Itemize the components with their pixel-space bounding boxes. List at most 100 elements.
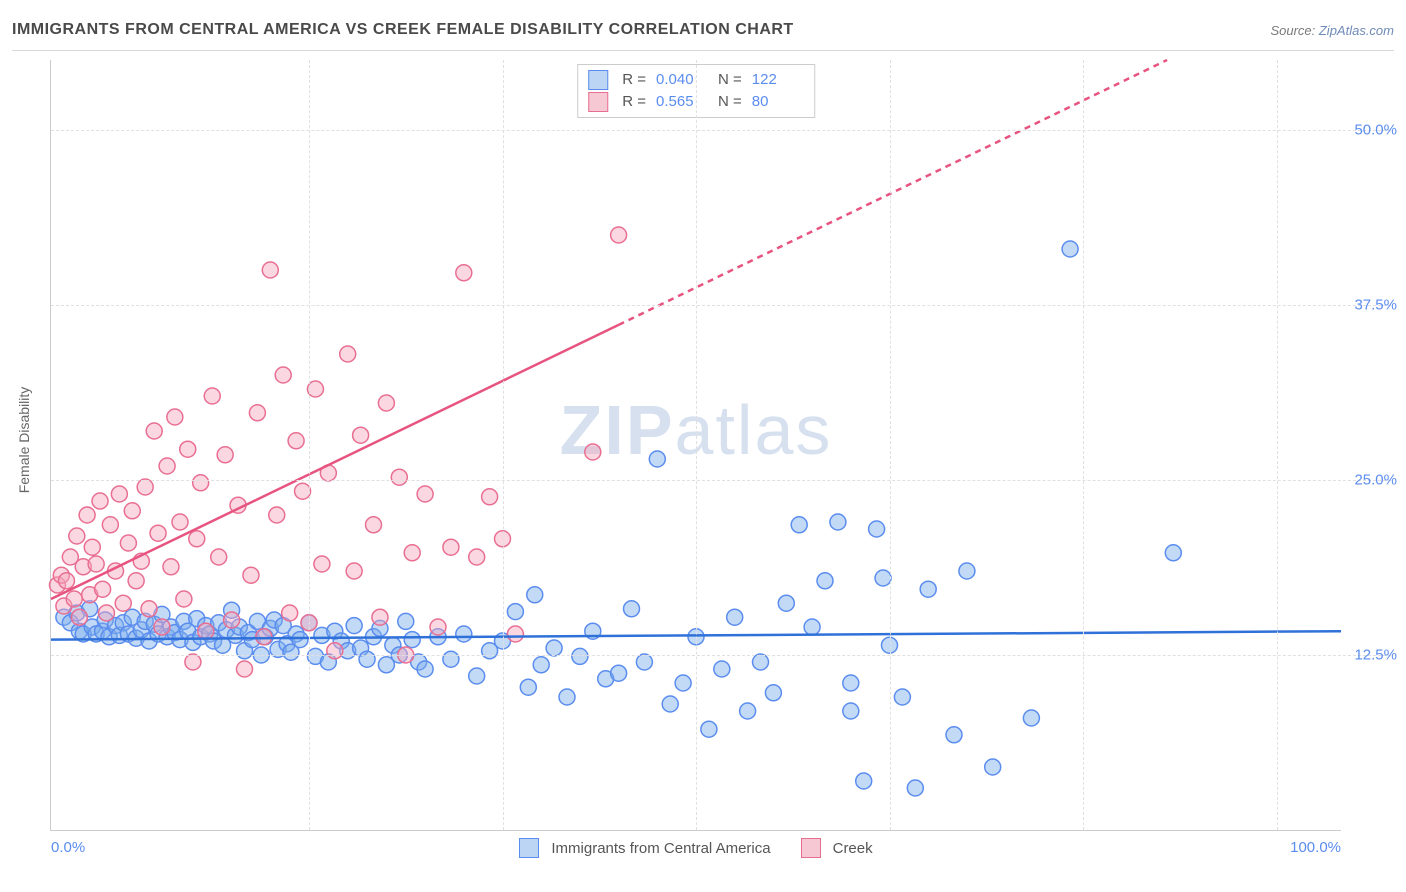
scatter-point (585, 444, 601, 460)
scatter-point (58, 573, 74, 589)
scatter-point (180, 441, 196, 457)
scatter-point (843, 675, 859, 691)
scatter-point (920, 581, 936, 597)
legend-bottom-swatch-1 (801, 838, 821, 858)
legend-bottom-item-1: Creek (801, 838, 873, 858)
scatter-point (469, 549, 485, 565)
scatter-point (249, 405, 265, 421)
scatter-point (137, 479, 153, 495)
scatter-point (443, 539, 459, 555)
scatter-point (527, 587, 543, 603)
scatter-point (88, 556, 104, 572)
scatter-point (765, 685, 781, 701)
scatter-point (359, 651, 375, 667)
y-axis-label: Female Disability (16, 387, 32, 494)
source-label: Source: ZipAtlas.com (1270, 23, 1394, 38)
r-label-1: R = (622, 91, 646, 113)
scatter-point (346, 563, 362, 579)
r-value-1: 0.565 (656, 91, 708, 113)
scatter-point (282, 605, 298, 621)
gridline-v (890, 60, 891, 830)
scatter-point (79, 507, 95, 523)
scatter-point (167, 409, 183, 425)
legend-swatch-blue (588, 70, 608, 90)
scatter-point (224, 612, 240, 628)
scatter-point (256, 629, 272, 645)
scatter-point (120, 535, 136, 551)
scatter-point (185, 654, 201, 670)
legend-bottom-label-0: Immigrants from Central America (551, 840, 770, 857)
scatter-point (378, 395, 394, 411)
scatter-point (71, 609, 87, 625)
scatter-point (217, 447, 233, 463)
scatter-point (115, 595, 131, 611)
gridline-v (1083, 60, 1084, 830)
scatter-point (946, 727, 962, 743)
scatter-point (154, 619, 170, 635)
scatter-point (482, 489, 498, 505)
scatter-point (404, 632, 420, 648)
scatter-point (404, 545, 420, 561)
legend-bottom-label-1: Creek (833, 840, 873, 857)
scatter-point (66, 591, 82, 607)
scatter-point (198, 623, 214, 639)
scatter-point (141, 601, 157, 617)
scatter-point (269, 507, 285, 523)
scatter-point (572, 648, 588, 664)
gridline-v (696, 60, 697, 830)
title-bar: IMMIGRANTS FROM CENTRAL AMERICA VS CREEK… (12, 16, 1394, 51)
n-label-0: N = (718, 69, 742, 91)
scatter-point (346, 618, 362, 634)
scatter-point (662, 696, 678, 712)
scatter-point (92, 493, 108, 509)
scatter-point (417, 486, 433, 502)
gridline-h (51, 655, 1391, 656)
scatter-point (124, 503, 140, 519)
y-tick-label: 12.5% (1354, 647, 1397, 664)
r-value-0: 0.040 (656, 69, 708, 91)
scatter-point (959, 563, 975, 579)
scatter-point (791, 517, 807, 533)
legend-swatch-pink (588, 92, 608, 112)
scatter-point (430, 619, 446, 635)
scatter-point (533, 657, 549, 673)
scatter-point (417, 661, 433, 677)
scatter-point (907, 780, 923, 796)
plot-area: ZIPatlas R = 0.040 N = 122 R = 0.565 N =… (50, 60, 1341, 831)
scatter-point (714, 661, 730, 677)
scatter-point (727, 609, 743, 625)
gridline-v (309, 60, 310, 830)
scatter-point (1165, 545, 1181, 561)
scatter-point (507, 604, 523, 620)
scatter-point (327, 643, 343, 659)
scatter-point (843, 703, 859, 719)
scatter-point (507, 626, 523, 642)
scatter-point (611, 665, 627, 681)
x-tick-label: 0.0% (51, 839, 85, 856)
scatter-point (128, 573, 144, 589)
scatter-point (84, 539, 100, 555)
scatter-point (95, 581, 111, 597)
gridline-v (503, 60, 504, 830)
scatter-point (804, 619, 820, 635)
scatter-point (701, 721, 717, 737)
scatter-point (740, 703, 756, 719)
source-link[interactable]: ZipAtlas.com (1319, 23, 1394, 38)
scatter-point (624, 601, 640, 617)
scatter-point (176, 591, 192, 607)
scatter-point (456, 265, 472, 281)
gridline-h (51, 480, 1391, 481)
scatter-point (753, 654, 769, 670)
legend-bottom-swatch-0 (519, 838, 539, 858)
scatter-point (869, 521, 885, 537)
scatter-point (340, 346, 356, 362)
scatter-point (830, 514, 846, 530)
scatter-point (1023, 710, 1039, 726)
source-prefix: Source: (1270, 23, 1318, 38)
legend-bottom: Immigrants from Central America Creek (51, 838, 1341, 858)
scatter-point (275, 367, 291, 383)
scatter-point (649, 451, 665, 467)
scatter-point (520, 679, 536, 695)
scatter-point (985, 759, 1001, 775)
y-tick-label: 25.0% (1354, 472, 1397, 489)
